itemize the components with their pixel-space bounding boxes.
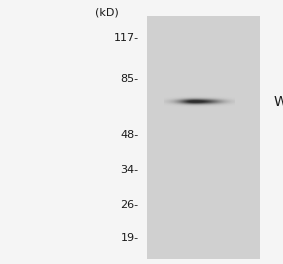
Bar xyxy=(147,16,260,259)
Text: (kD): (kD) xyxy=(95,8,119,18)
Text: 117-: 117- xyxy=(113,33,139,43)
Text: 34-: 34- xyxy=(121,165,139,175)
Text: 19-: 19- xyxy=(121,233,139,243)
Text: 85-: 85- xyxy=(121,74,139,84)
Text: 26-: 26- xyxy=(121,200,139,210)
Text: WEE1: WEE1 xyxy=(273,95,283,109)
Text: 48-: 48- xyxy=(121,130,139,140)
